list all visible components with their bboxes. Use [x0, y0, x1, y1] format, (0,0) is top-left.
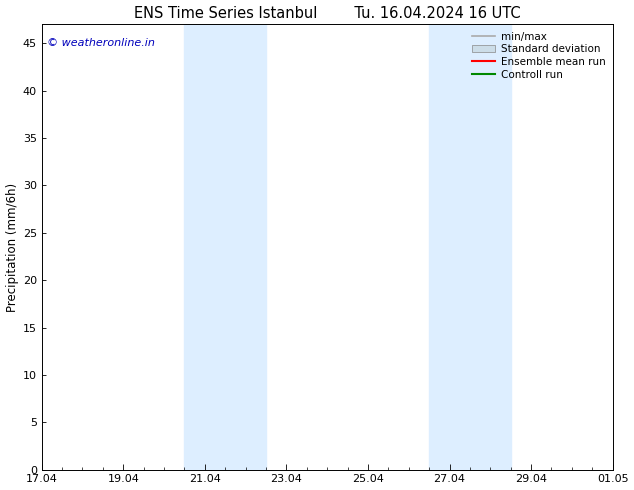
- Text: © weatheronline.in: © weatheronline.in: [48, 38, 155, 48]
- Y-axis label: Precipitation (mm/6h): Precipitation (mm/6h): [6, 182, 18, 312]
- Bar: [184, 24, 266, 469]
- Legend: min/max, Standard deviation, Ensemble mean run, Controll run: min/max, Standard deviation, Ensemble me…: [470, 30, 607, 82]
- Title: ENS Time Series Istanbul        Tu. 16.04.2024 16 UTC: ENS Time Series Istanbul Tu. 16.04.2024 …: [134, 5, 521, 21]
- Bar: [429, 24, 510, 469]
